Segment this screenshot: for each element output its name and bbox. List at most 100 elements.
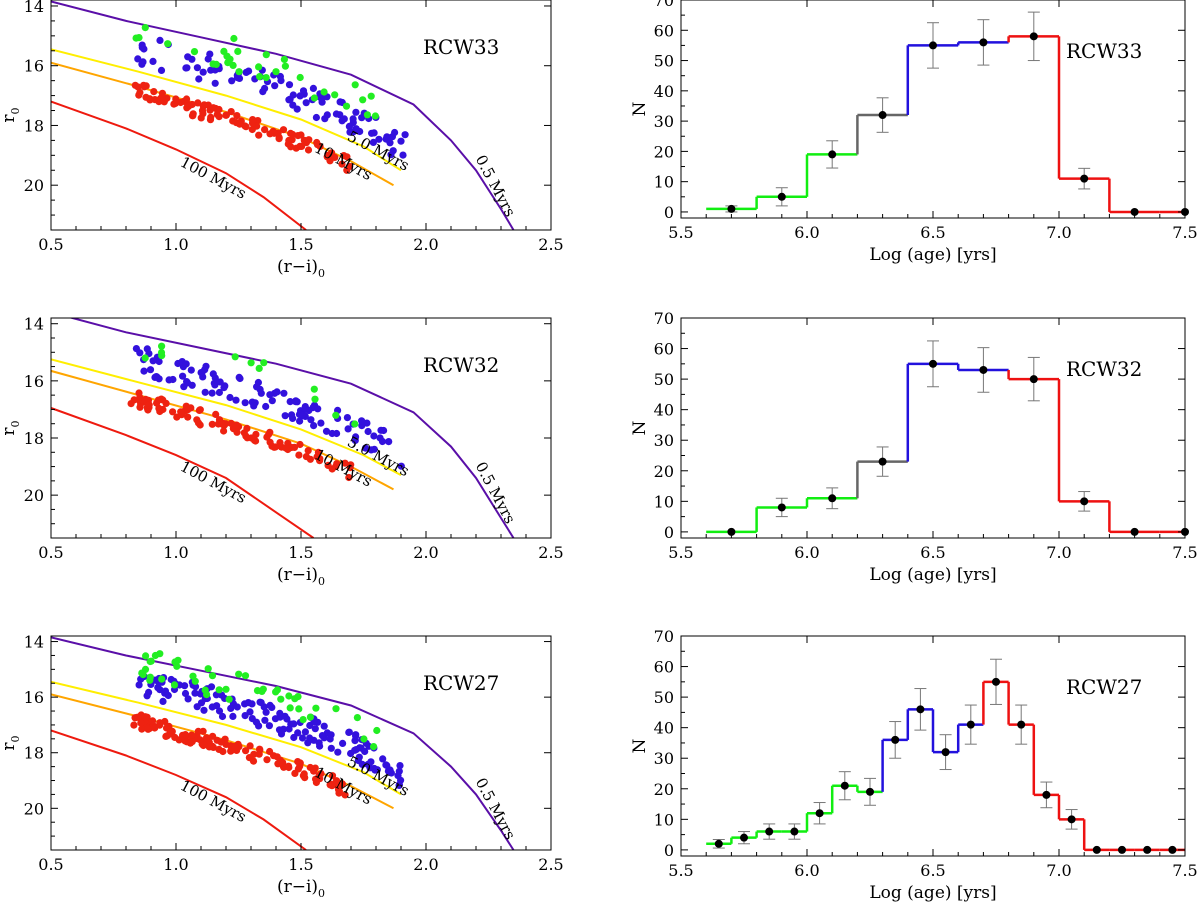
star-point-mid	[184, 53, 192, 61]
star-point-old	[248, 125, 256, 134]
star-point-mid	[281, 412, 289, 420]
x-axis-label-sub: 0	[318, 575, 325, 588]
x-tick-label: 7.0	[1046, 861, 1071, 880]
star-point-young	[260, 359, 268, 367]
star-point-old	[222, 111, 230, 119]
star-point-mid	[257, 389, 265, 397]
isochrone-100-myrs	[51, 100, 307, 230]
star-point-mid	[334, 748, 342, 756]
star-point-mid	[253, 383, 261, 391]
star-point-old	[212, 410, 220, 418]
star-point-mid	[228, 77, 236, 85]
star-point-young	[220, 47, 228, 56]
star-point-young	[363, 111, 371, 119]
isochrone-5-0-myrs	[51, 358, 402, 476]
y-axis-label: r0	[0, 420, 22, 435]
star-point-mid	[138, 43, 146, 52]
star-point-old	[199, 741, 207, 750]
star-point-mid	[232, 396, 240, 404]
x-tick-label: 7.5	[1172, 543, 1197, 562]
star-point-mid	[332, 110, 340, 118]
star-point-old	[151, 724, 159, 732]
star-point-old	[346, 464, 354, 472]
region-label: RCW33	[1066, 39, 1142, 63]
data-point	[1092, 845, 1101, 854]
star-point-young	[332, 411, 340, 419]
star-point-mid	[213, 702, 221, 710]
star-point-mid	[218, 712, 227, 721]
star-point-mid	[375, 135, 383, 143]
star-point-young	[360, 735, 368, 743]
star-point-young	[204, 665, 212, 673]
star-point-young	[222, 685, 230, 693]
star-point-young	[142, 652, 150, 660]
star-point-young	[135, 34, 143, 42]
x-tick-label: 2.0	[413, 855, 438, 874]
star-point-old	[137, 719, 145, 727]
star-point-old	[135, 389, 143, 397]
star-point-mid	[322, 427, 331, 435]
y-tick-label: 40	[654, 719, 674, 738]
star-point-young	[235, 68, 243, 76]
star-point-young	[141, 24, 149, 32]
star-point-young	[296, 73, 304, 82]
star-point-old	[183, 95, 191, 103]
isochrone-label: 0.5 Myrs	[472, 152, 520, 220]
star-point-young	[146, 676, 154, 684]
star-point-mid	[135, 681, 143, 689]
star-point-mid	[340, 115, 348, 123]
y-tick-label: 70	[654, 627, 674, 646]
x-axis-label-sub: 0	[318, 887, 325, 900]
isochrone-label: 100 Myrs	[177, 457, 249, 507]
star-point-young	[235, 670, 243, 678]
star-point-mid	[182, 64, 190, 72]
star-point-young	[231, 353, 239, 361]
star-point-young	[208, 672, 217, 680]
data-point	[740, 833, 748, 842]
star-point-young	[371, 112, 379, 120]
star-point-young	[157, 348, 166, 357]
star-point-old	[266, 438, 274, 446]
plot-area	[51, 318, 515, 538]
star-point-mid	[156, 686, 164, 694]
x-tick-label: 7.5	[1172, 861, 1197, 880]
star-point-mid	[280, 389, 288, 397]
y-tick-label: 50	[654, 52, 674, 71]
star-point-mid	[301, 728, 309, 736]
star-point-old	[236, 120, 244, 128]
star-point-old	[287, 143, 295, 151]
y-tick-label: 60	[654, 340, 674, 359]
star-point-old	[220, 427, 228, 435]
star-point-mid	[140, 367, 148, 375]
star-point-mid	[296, 92, 304, 100]
star-point-old	[284, 762, 293, 770]
star-point-mid	[310, 422, 318, 430]
star-point-young	[342, 102, 351, 110]
y-tick-label: 70	[654, 0, 674, 10]
star-point-old	[312, 775, 320, 783]
star-point-young	[367, 92, 375, 100]
star-point-mid	[394, 772, 402, 780]
star-point-young	[310, 385, 318, 393]
x-tick-label: 0.5	[38, 855, 63, 874]
star-point-mid	[333, 429, 341, 438]
x-tick-label: 2.0	[413, 235, 438, 254]
star-point-old	[313, 141, 322, 149]
star-point-mid	[250, 402, 258, 410]
x-axis-label: (r−i)0	[277, 877, 325, 900]
star-point-old	[245, 754, 253, 762]
star-point-old	[227, 747, 235, 755]
star-point-young	[174, 656, 182, 664]
data-point	[1067, 815, 1076, 824]
isochrone-label: 0.5 Myrs	[472, 775, 520, 843]
data-point	[1143, 845, 1152, 854]
star-point-mid	[349, 115, 357, 123]
star-point-mid	[285, 81, 294, 89]
star-point-mid	[193, 64, 201, 72]
star-point-mid	[156, 36, 164, 45]
star-point-mid	[367, 758, 375, 766]
star-point-mid	[132, 345, 140, 353]
star-point-mid	[149, 57, 157, 65]
